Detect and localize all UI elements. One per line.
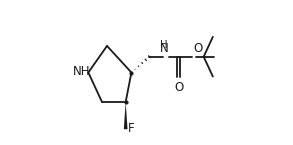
Text: O: O bbox=[174, 81, 183, 94]
Polygon shape bbox=[124, 102, 127, 129]
Text: N: N bbox=[160, 42, 168, 55]
Text: O: O bbox=[193, 42, 202, 55]
Text: NH: NH bbox=[73, 65, 90, 78]
Text: F: F bbox=[128, 122, 135, 135]
Text: H: H bbox=[160, 40, 168, 50]
